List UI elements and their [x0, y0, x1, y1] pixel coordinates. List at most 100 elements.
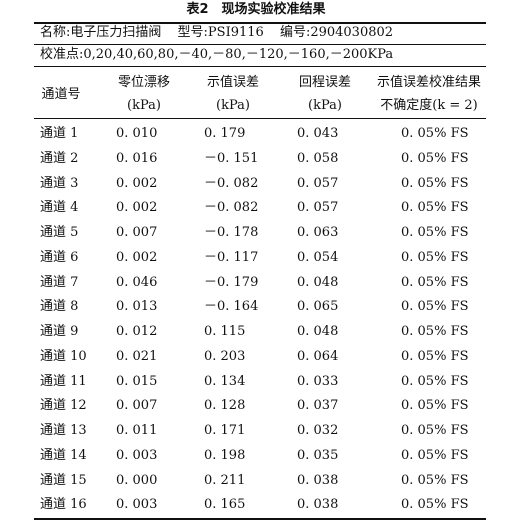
table-row: 通道 4 0. 002 －0. 082 0. 057 0. 05% FS — [0, 195, 512, 220]
cell-channel: 通道 2 — [40, 150, 79, 166]
cell-channel: 通道 5 — [40, 225, 79, 240]
cell-zero-drift: 0. 003 — [116, 447, 158, 463]
cell-hysteresis: 0. 037 — [297, 398, 339, 414]
cell-indication-error: 0. 203 — [204, 348, 246, 364]
instrument-info: 名称:电子压力扫描阀 型号:PSI9116 编号:2904030802 — [40, 24, 405, 41]
cell-uncertainty: 0. 05% FS — [401, 472, 469, 488]
table-row: 通道 16 0. 003 0. 165 0. 038 0. 05% FS — [0, 492, 512, 517]
cell-hysteresis: 0. 057 — [297, 175, 339, 191]
header-zero-drift-unit: (kPa) — [127, 98, 161, 113]
table-row: 通道 9 0. 012 0. 115 0. 048 0. 05% FS — [0, 319, 512, 344]
table-row: 通道 5 0. 007 －0. 178 0. 063 0. 05% FS — [0, 220, 512, 245]
cell-channel: 通道 15 — [40, 472, 87, 488]
cell-hysteresis: 0. 043 — [297, 126, 339, 141]
cell-indication-error: －0. 178 — [204, 225, 259, 240]
cell-indication-error: 0. 115 — [204, 324, 246, 339]
cell-channel: 通道 1 — [40, 126, 79, 141]
table-row: 通道 15 0. 000 0. 211 0. 038 0. 05% FS — [0, 468, 512, 493]
cell-zero-drift: 0. 007 — [116, 398, 158, 414]
cell-uncertainty: 0. 05% FS — [401, 373, 469, 389]
cell-zero-drift: 0. 016 — [116, 150, 158, 166]
cell-uncertainty: 0. 05% FS — [401, 200, 469, 216]
cell-uncertainty: 0. 05% FS — [401, 126, 469, 141]
cell-hysteresis: 0. 035 — [297, 447, 339, 463]
cell-uncertainty: 0. 05% FS — [401, 249, 469, 265]
cell-hysteresis: 0. 048 — [297, 274, 339, 290]
cell-indication-error: 0. 198 — [204, 447, 246, 463]
table-row: 通道 13 0. 011 0. 171 0. 032 0. 05% FS — [0, 418, 512, 443]
cell-hysteresis: 0. 054 — [297, 249, 339, 265]
cell-zero-drift: 0. 012 — [116, 324, 158, 339]
table-row: 通道 1 0. 010 0. 179 0. 043 0. 05% FS — [0, 121, 512, 146]
table-row: 通道 10 0. 021 0. 203 0. 064 0. 05% FS — [0, 344, 512, 369]
cell-zero-drift: 0. 046 — [116, 274, 158, 290]
cell-hysteresis: 0. 063 — [297, 225, 339, 240]
header-indication-error-unit: (kPa) — [216, 98, 250, 113]
table-row: 通道 3 0. 002 －0. 082 0. 057 0. 05% FS — [0, 171, 512, 196]
header-zero-drift: 零位漂移 — [117, 75, 170, 90]
cell-uncertainty: 0. 05% FS — [401, 348, 469, 364]
cell-hysteresis: 0. 064 — [297, 348, 339, 364]
cell-hysteresis: 0. 038 — [297, 497, 339, 513]
cell-zero-drift: 0. 003 — [116, 497, 158, 513]
cell-indication-error: 0. 179 — [204, 126, 246, 141]
cell-indication-error: 0. 128 — [204, 398, 246, 414]
cell-channel: 通道 6 — [40, 249, 79, 265]
header-uncertainty-sub: 不确定度(k = 2) — [380, 98, 478, 113]
table-row: 通道 2 0. 016 －0. 151 0. 058 0. 05% FS — [0, 146, 512, 171]
cell-channel: 通道 12 — [40, 398, 87, 414]
cell-zero-drift: 0. 010 — [116, 126, 158, 141]
cell-zero-drift: 0. 013 — [116, 299, 158, 315]
cell-hysteresis: 0. 057 — [297, 200, 339, 216]
table-caption: 表2 现场实验校准结果 — [186, 2, 326, 17]
calibration-points: 校准点:0,20,40,60,80,－40,－80,－120,－160,－200… — [40, 47, 394, 62]
cell-indication-error: －0. 164 — [204, 299, 259, 315]
cell-zero-drift: 0. 015 — [116, 373, 158, 389]
header-bottom-rule — [34, 118, 486, 119]
cell-uncertainty: 0. 05% FS — [401, 324, 469, 339]
cell-uncertainty: 0. 05% FS — [401, 423, 469, 438]
cell-hysteresis: 0. 038 — [297, 472, 339, 488]
table-row: 通道 6 0. 002 －0. 117 0. 054 0. 05% FS — [0, 245, 512, 270]
cell-channel: 通道 10 — [40, 348, 87, 364]
cell-zero-drift: 0. 007 — [116, 225, 158, 240]
header-hysteresis-unit: (kPa) — [308, 98, 342, 113]
cell-indication-error: 0. 171 — [204, 423, 246, 438]
instrument-model: 型号:PSI9116 — [177, 25, 264, 40]
cell-indication-error: 0. 165 — [204, 497, 246, 513]
cell-indication-error: －0. 082 — [204, 200, 259, 216]
top-rule — [34, 22, 486, 24]
cell-zero-drift: 0. 000 — [116, 472, 158, 488]
cell-uncertainty: 0. 05% FS — [401, 497, 469, 513]
header-hysteresis: 回程误差 — [298, 75, 351, 90]
cell-channel: 通道 9 — [40, 324, 79, 339]
cell-indication-error: －0. 082 — [204, 175, 259, 191]
cell-hysteresis: 0. 033 — [297, 373, 339, 389]
cell-zero-drift: 0. 002 — [116, 249, 158, 265]
cell-hysteresis: 0. 065 — [297, 299, 339, 315]
cell-hysteresis: 0. 048 — [297, 324, 339, 339]
cell-channel: 通道 8 — [40, 299, 79, 315]
cell-uncertainty: 0. 05% FS — [401, 175, 469, 191]
cell-indication-error: －0. 151 — [204, 150, 259, 166]
table-row: 通道 8 0. 013 －0. 164 0. 065 0. 05% FS — [0, 294, 512, 319]
cell-uncertainty: 0. 05% FS — [401, 274, 469, 290]
cell-channel: 通道 16 — [40, 497, 87, 513]
instrument-serial: 编号:2904030802 — [279, 25, 394, 40]
info-rule — [34, 44, 486, 45]
cell-indication-error: 0. 134 — [204, 373, 246, 389]
cell-indication-error: －0. 117 — [204, 249, 259, 265]
cell-channel: 通道 7 — [40, 274, 79, 290]
table-row: 通道 14 0. 003 0. 198 0. 035 0. 05% FS — [0, 443, 512, 468]
cell-uncertainty: 0. 05% FS — [401, 225, 469, 240]
header-indication-error: 示值误差 — [206, 75, 259, 90]
header-channel: 通道号 — [41, 87, 81, 102]
cell-channel: 通道 14 — [40, 447, 87, 463]
cell-channel: 通道 3 — [40, 175, 79, 191]
cell-uncertainty: 0. 05% FS — [401, 447, 469, 463]
cell-zero-drift: 0. 021 — [116, 348, 158, 364]
cell-uncertainty: 0. 05% FS — [401, 150, 469, 166]
header-top-rule — [34, 66, 486, 67]
cell-zero-drift: 0. 011 — [116, 423, 158, 438]
table-row: 通道 11 0. 015 0. 134 0. 033 0. 05% FS — [0, 369, 512, 394]
